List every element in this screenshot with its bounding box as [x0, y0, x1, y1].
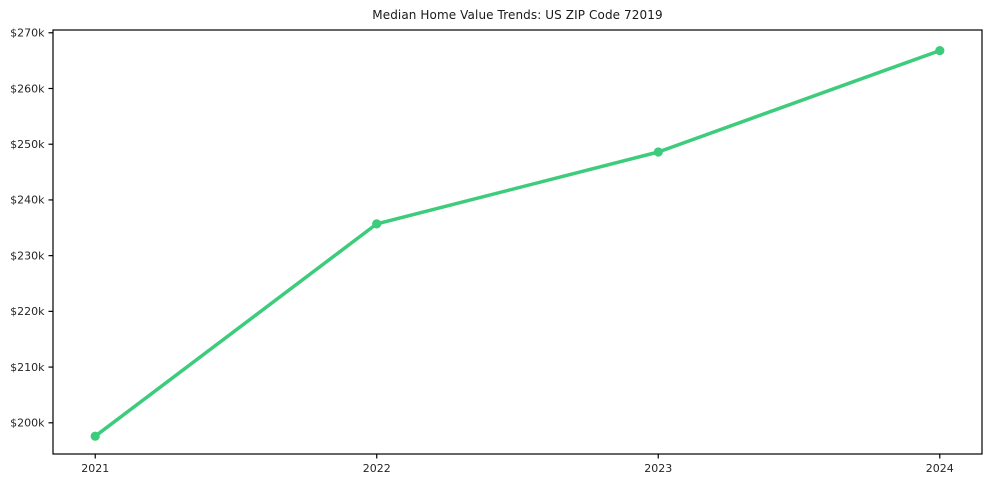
y-axis-ticks: $200k $210k $220k $230k $240k $250k $260k $270k [10, 27, 53, 430]
data-point-marker [372, 219, 382, 229]
axes-frame-group [52, 29, 983, 455]
y-tick-label: $270k [10, 27, 45, 40]
y-tick-label: $200k [10, 417, 45, 430]
y-tick-label: $250k [10, 138, 45, 151]
y-tick-label: $240k [10, 194, 45, 207]
y-tick-label: $220k [10, 305, 45, 318]
x-tick-label: 2024 [926, 462, 954, 475]
data-point-marker [935, 46, 945, 56]
trend-line-group [90, 46, 945, 441]
data-point-marker [90, 431, 100, 441]
x-axis-ticks: 2021 2022 2023 2024 [81, 454, 954, 475]
x-tick-label: 2023 [644, 462, 672, 475]
axes-frame [52, 29, 983, 455]
y-tick-label: $210k [10, 361, 45, 374]
y-tick-label: $230k [10, 249, 45, 262]
trend-line [93, 48, 942, 438]
x-tick-label: 2021 [81, 462, 109, 475]
x-tick-label: 2022 [363, 462, 391, 475]
y-tick-label: $260k [10, 82, 45, 95]
data-point-marker [653, 147, 663, 157]
chart-title: Median Home Value Trends: US ZIP Code 72… [372, 8, 663, 22]
